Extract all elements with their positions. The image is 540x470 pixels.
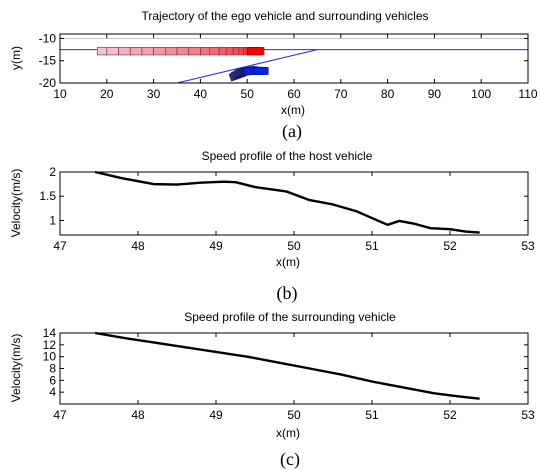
ego-vehicle-box [129,47,143,56]
pc-y-tick-label: 12 [43,338,57,352]
pb-x-tick-label: 53 [521,239,535,253]
pb-x-tick-label: 48 [131,239,145,253]
ego-vehicle-box [209,47,220,56]
ego-vehicle-box [188,47,201,56]
pc-y-tick-label: 4 [49,385,56,399]
host-vehicle-speed-line [94,170,480,234]
ego-vehicle-final-box [246,47,262,56]
pb-x-tick-label: 49 [209,239,223,253]
pa-x-tick-label: 30 [147,87,161,101]
pa-x-tick-label: 40 [194,87,208,101]
pc-x-tick-label: 47 [53,408,67,422]
pc-y-tick-label: 14 [43,326,57,340]
pa-x-tick-label: 90 [428,87,442,101]
ego-vehicle-box [218,47,227,56]
pb-x-tick-label: 51 [365,239,379,253]
pa-y-tick-label: -10 [39,31,57,45]
panel-a-merge-line [176,49,318,84]
pa-x-tick-label: 70 [334,87,348,101]
ego-vehicle-box [153,47,166,56]
panel-b-x-label: x(m) [276,255,300,269]
ego-vehicle-box [165,47,178,56]
pc-y-tick-label: 6 [49,373,56,387]
pa-x-tick-label: 20 [100,87,114,101]
surrounding-vehicle-box [253,67,269,75]
panel-b-plot-area [94,170,480,234]
pa-y-tick-label: -15 [39,54,57,68]
ego-vehicle-box [238,47,244,56]
panel-b-caption: (b) [277,283,298,304]
pc-x-tick-label: 51 [365,408,379,422]
pc-x-tick-label: 49 [209,408,223,422]
pb-x-tick-label: 47 [53,239,67,253]
panel-c-caption: (c) [280,449,300,470]
panel-a-plot-area [60,37,528,84]
panel-b-axes-box [59,171,529,236]
pc-x-tick-label: 50 [287,408,301,422]
ego-vehicle-box [106,47,119,56]
panel-b-y-ticks: 11.52 [39,165,528,227]
panel-c-plot-area [94,331,480,400]
panel-c-x-ticks: 47 48 49 50 51 52 53 [53,333,535,422]
ego-vehicle-box [232,47,240,56]
ego-vehicle-box [176,47,189,56]
pc-y-tick-label: 10 [43,350,57,364]
pb-y-tick-label: 1.5 [39,189,56,203]
ego-vehicle-box [118,47,131,56]
panel-b-y-label: Velocity(m/s) [9,169,23,238]
surrounding-vehicle-trajectory [228,66,269,82]
surrounding-vehicle-speed-line [94,331,480,400]
pc-x-tick-label: 53 [521,408,535,422]
panel-a-title: Trajectory of the ego vehicle and surrou… [141,9,428,23]
panel-a: Trajectory of the ego vehicle and surrou… [9,9,538,142]
pc-x-tick-label: 48 [131,408,145,422]
pa-x-tick-label: 50 [241,87,255,101]
ego-vehicle-trajectory [97,47,265,56]
pa-x-tick-label: 10 [53,87,67,101]
ego-vehicle-box [200,47,211,56]
ego-vehicle-box [260,47,265,56]
panel-a-x-ticks: 10 20 30 40 50 60 70 80 90 100 110 [53,34,538,101]
pb-x-tick-label: 52 [443,239,457,253]
panel-b-title: Speed profile of the host vehicle [202,149,373,163]
panel-a-axes-box [59,33,529,84]
panel-c-y-label: Velocity(m/s) [9,334,23,403]
panel-b-x-ticks: 47 48 49 50 51 52 53 [53,172,535,253]
panel-c-axes-box [59,332,529,405]
pa-x-tick-label: 80 [381,87,395,101]
panel-b: Speed profile of the host vehicle 47 48 49… [9,149,535,304]
panel-a-caption: (a) [282,121,302,142]
panel-a-y-ticks: -10 -15 -20 [39,31,528,90]
pa-x-tick-label: 100 [471,87,491,101]
ego-vehicle-box [97,47,108,56]
pc-y-tick-label: 8 [49,362,56,376]
panel-a-x-label: x(m) [281,103,305,117]
ego-vehicle-box [141,47,154,56]
pa-x-tick-label: 110 [518,87,537,101]
pc-x-tick-label: 52 [443,408,457,422]
ego-vehicle-box [225,47,234,56]
pb-y-tick-label: 2 [49,165,56,179]
pb-y-tick-label: 1 [49,213,56,227]
panel-c-title: Speed profile of the surrounding vehicle [184,310,396,324]
panel-c: Speed profile of the surrounding vehicle… [9,310,535,470]
pa-y-tick-label: -20 [39,76,57,90]
panel-c-x-label: x(m) [276,426,300,440]
panel-a-y-label: y(m) [9,46,23,70]
pa-x-tick-label: 60 [287,87,301,101]
ego-vehicle-box [243,47,248,56]
pb-x-tick-label: 50 [287,239,301,253]
